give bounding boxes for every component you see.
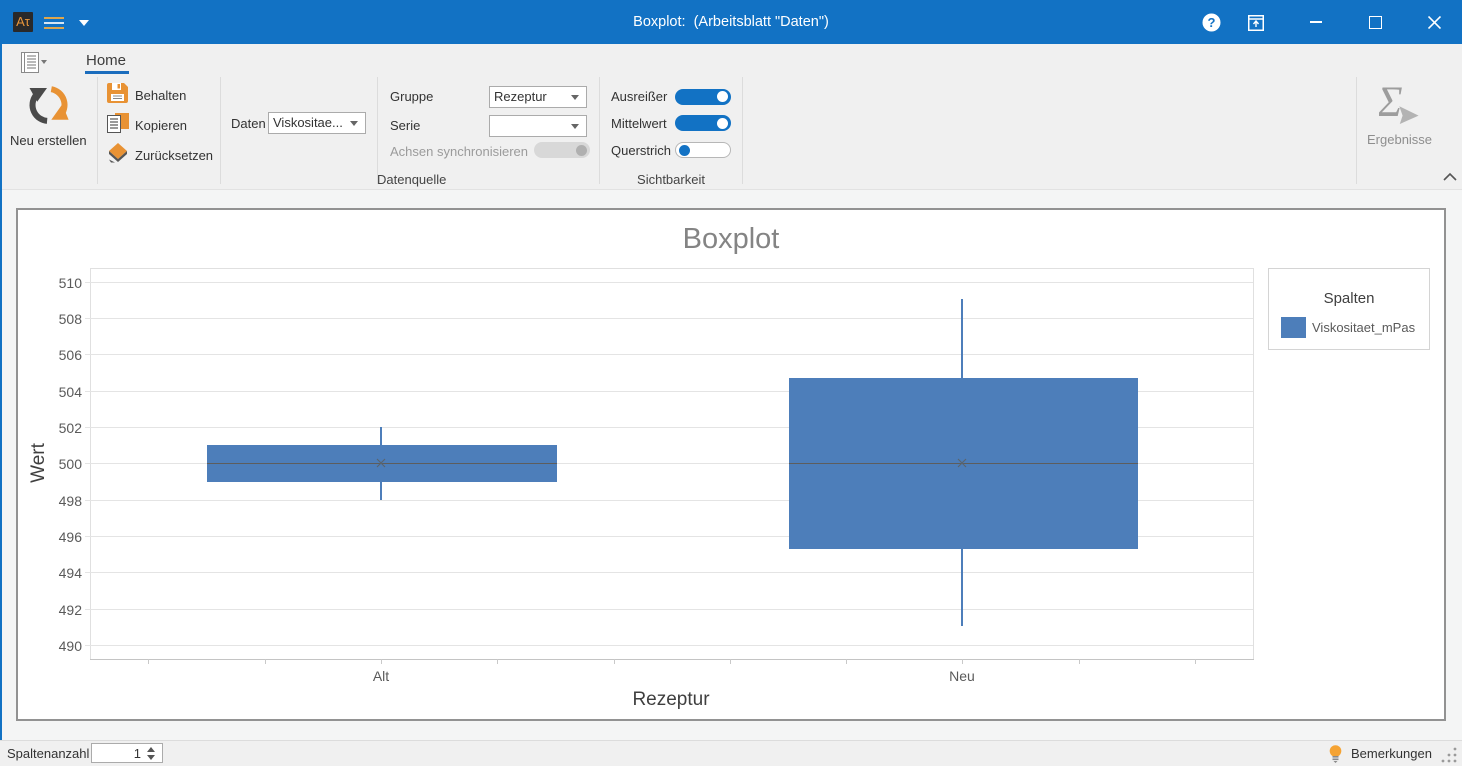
svg-text:Σ: Σ <box>1379 85 1403 126</box>
svg-text:?: ? <box>1208 15 1216 30</box>
